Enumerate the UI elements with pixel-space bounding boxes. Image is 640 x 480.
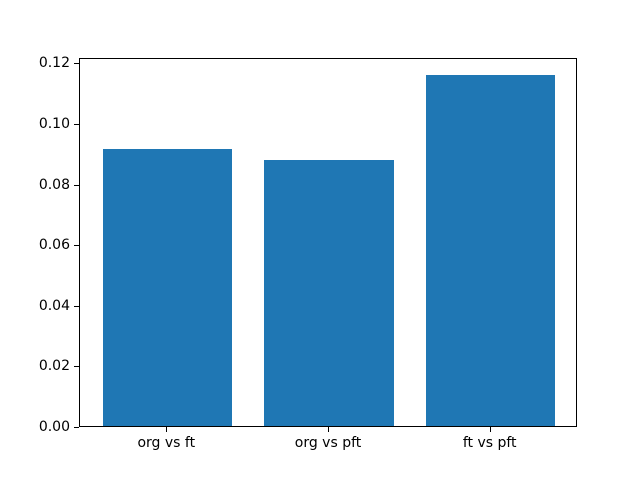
- y-tick-label: 0.04: [38, 297, 70, 314]
- y-tick-label: 0.12: [38, 55, 70, 72]
- x-tick-mark: [166, 427, 168, 432]
- y-tick-label: 0.10: [38, 116, 70, 133]
- y-tick-mark: [74, 427, 79, 428]
- y-tick-label: 0.00: [38, 419, 70, 435]
- y-tick-mark: [74, 63, 79, 65]
- x-tick-label: org vs ft: [137, 435, 196, 451]
- y-tick-label: 0.08: [38, 176, 70, 193]
- y-tick-mark: [74, 305, 79, 307]
- y-tick-mark: [74, 124, 79, 126]
- bar: [102, 148, 232, 426]
- bar: [264, 160, 394, 426]
- x-tick-mark: [328, 427, 329, 432]
- y-tick-mark: [74, 245, 79, 247]
- y-tick-mark: [74, 366, 79, 368]
- x-tick-label: org vs pft: [294, 435, 362, 451]
- y-tick-label: 0.02: [38, 358, 70, 375]
- x-tick-mark: [489, 427, 491, 432]
- y-tick-mark: [74, 184, 79, 186]
- x-tick-label: ft vs pft: [462, 435, 517, 451]
- plot-area: [79, 58, 577, 427]
- bar: [426, 74, 556, 426]
- y-tick-label: 0.06: [38, 237, 70, 254]
